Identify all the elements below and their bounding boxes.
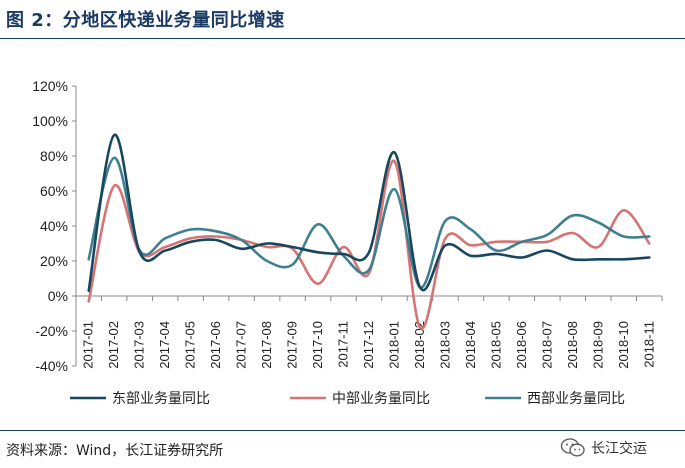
y-axis: -40% -20% 0% 20% 40% 60% 80% 100% 120% (32, 78, 77, 374)
x-tick-label: 2018-11 (641, 321, 656, 368)
x-tick-label: 2018-06 (514, 321, 529, 369)
y-tick-label: 120% (32, 78, 68, 94)
x-tick-label: 2018-05 (488, 321, 503, 369)
x-tick-label: 2017-10 (310, 321, 325, 369)
wechat-icon (560, 438, 585, 457)
x-tick-label: 2018-07 (539, 321, 554, 369)
legend-label-east: 东部业务量同比 (112, 391, 210, 407)
line-chart: -40%-20%0%20%40%60%80%100%120% 2017-01 20… (32, 78, 663, 407)
y-tick-label: 60% (40, 183, 68, 199)
x-tick-label: 2018-08 (565, 321, 580, 369)
y-tick-label: 40% (40, 218, 68, 234)
watermark-text: 长江交运 (591, 441, 647, 457)
x-tick-label: 2017-06 (208, 321, 223, 369)
x-tick-label: 2017-12 (361, 321, 376, 369)
series-line-central (87, 159, 651, 330)
x-tick-label: 2018-03 (437, 321, 452, 369)
x-tick-label: 2018-01 (386, 321, 401, 369)
y-tick-label: -20% (35, 323, 68, 339)
x-tick-label: 2017-09 (285, 321, 300, 369)
x-tick-label: 2017-04 (157, 321, 172, 369)
y-tick-label: 80% (40, 148, 68, 164)
source-divider (0, 430, 685, 431)
series-lines (87, 133, 651, 330)
watermark: 长江交运 (560, 431, 680, 465)
x-tick-label: 2017-03 (132, 321, 147, 369)
x-tick-label: 2018-10 (616, 321, 631, 369)
legend-label-central: 中部业务量同比 (332, 391, 430, 407)
x-tick-label: 2017-08 (259, 321, 274, 369)
x-tick-label: 2017-11 (336, 321, 351, 368)
y-tick-label: -40% (35, 358, 68, 374)
source-note: 资料来源：Wind，长江证券研究所 (6, 443, 224, 459)
x-tick-label: 2017-01 (81, 321, 96, 369)
x-tick-label: 2018-09 (590, 321, 605, 369)
series-line-west (87, 156, 651, 289)
x-tick-label: 2018-04 (463, 321, 478, 369)
legend-label-west: 西部业务量同比 (527, 391, 625, 407)
x-tick-label: 2017-02 (106, 321, 121, 369)
x-axis: 2017-01 2017-02 2017-03 2017-04 2017-05 2017-… (75, 295, 663, 369)
legend: 东部业务量同比 中部业务量同比 西部业务量同比 (70, 391, 625, 407)
title-divider (0, 38, 685, 39)
figure-title: 图 2：分地区快递业务量同比增速 (6, 10, 285, 31)
y-tick-label: 20% (40, 253, 68, 269)
x-tick-label: 2017-07 (234, 321, 249, 369)
x-tick-label: 2017-05 (183, 321, 198, 369)
y-tick-label: 100% (32, 113, 68, 129)
series-line-east (87, 133, 651, 293)
y-tick-label: 0% (48, 288, 68, 304)
x-tick-label: 2018-02 (412, 321, 427, 369)
